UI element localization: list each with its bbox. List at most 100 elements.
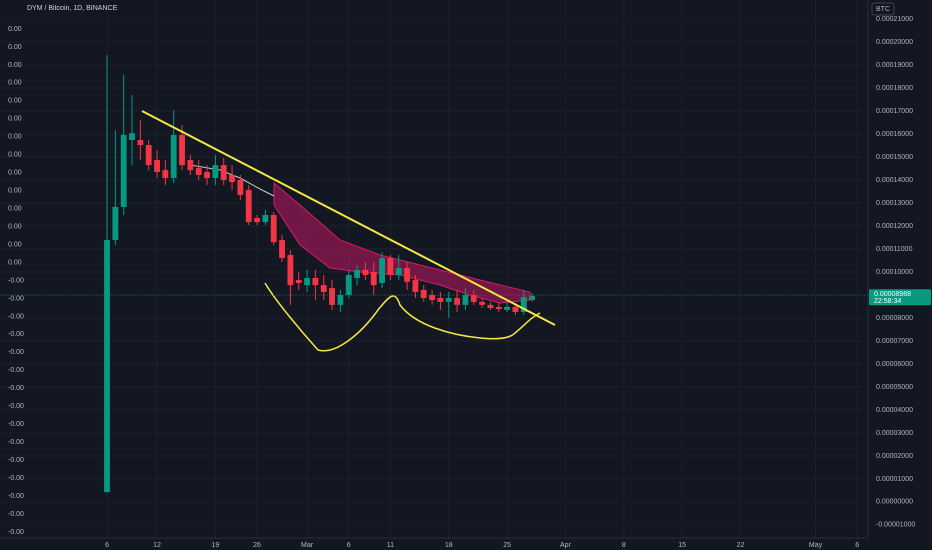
y-tick-label: 0.00008000 xyxy=(876,315,913,322)
y-tick-label: 0.00002000 xyxy=(876,453,913,460)
candle-body xyxy=(179,134,185,166)
candle-body xyxy=(312,277,319,286)
candle-body xyxy=(412,280,419,292)
candle-body xyxy=(304,277,310,286)
x-tick-label: 6 xyxy=(105,542,109,549)
left-scale-label: 0.00 xyxy=(8,98,22,105)
x-tick-label: 25 xyxy=(503,542,511,549)
y-tick-label: 0.00021000 xyxy=(876,16,913,23)
candle-body xyxy=(187,160,194,171)
x-tick-label: 26 xyxy=(253,542,261,549)
candle-body xyxy=(270,214,277,243)
candle-body xyxy=(120,134,127,207)
left-scale-label: 0.00 xyxy=(8,188,22,195)
y-tick-label: 0.00012000 xyxy=(876,223,913,230)
currency-box xyxy=(871,2,895,16)
y-tick-label: 0.00020000 xyxy=(876,39,913,46)
candle-body xyxy=(387,257,394,275)
candle-body xyxy=(504,306,511,310)
left-scale-label: 0.00 xyxy=(8,259,22,266)
trend-line-drawing xyxy=(141,110,556,326)
y-tick-label: 0.00003000 xyxy=(876,430,913,437)
left-scale-label: 0.00 xyxy=(8,223,22,230)
candle-body xyxy=(104,240,110,493)
candle-body xyxy=(345,274,352,295)
candle-body xyxy=(220,165,227,181)
left-scale-label: -0.00 xyxy=(8,439,24,446)
candle-body xyxy=(170,134,177,178)
x-tick-label: 12 xyxy=(153,542,161,549)
x-tick-label: 8 xyxy=(622,542,626,549)
last-price-label: 0.00008988 xyxy=(874,291,911,298)
left-scale-label: -0.00 xyxy=(8,421,24,428)
candle-body xyxy=(145,145,152,166)
x-tick-label: 15 xyxy=(678,542,686,549)
candle-body xyxy=(112,206,119,241)
candle-body xyxy=(437,297,444,302)
candle-body xyxy=(462,294,469,305)
left-scale-label: -0.00 xyxy=(8,385,24,392)
y-tick-label: 0.00018000 xyxy=(876,85,913,92)
curve-drawing xyxy=(264,282,541,352)
candle-body xyxy=(429,294,436,301)
left-scale-label: 0.00 xyxy=(8,62,22,69)
left-scale-label: -0.00 xyxy=(8,277,24,284)
candle-body xyxy=(262,214,269,223)
left-scale-label: -0.00 xyxy=(8,403,24,410)
candle-body xyxy=(520,297,527,312)
candle-body xyxy=(370,271,377,286)
left-scale-label: -0.00 xyxy=(8,367,24,374)
x-tick-label: 6 xyxy=(855,542,859,549)
x-tick-label: 19 xyxy=(211,542,219,549)
candle-body xyxy=(129,133,135,141)
left-scale-label: 0.00 xyxy=(8,116,22,123)
y-tick-label: 0.00000000 xyxy=(876,499,913,506)
candle-body xyxy=(329,288,335,305)
x-tick-label: Mar xyxy=(301,542,314,549)
last-price-box xyxy=(869,289,931,306)
candle-body xyxy=(379,257,385,284)
y-tick-label: 0.00006000 xyxy=(876,361,913,368)
y-tick-label: 0.00007000 xyxy=(876,338,913,345)
y-tick-label: 0.00017000 xyxy=(876,108,913,115)
y-tick-label: -0.00001000 xyxy=(876,522,915,529)
left-scale-label: 0.00 xyxy=(8,241,22,248)
left-scale-label: -0.00 xyxy=(8,457,24,464)
x-tick-label: 22 xyxy=(737,542,745,549)
x-tick-label: 11 xyxy=(387,542,394,549)
candle-body xyxy=(245,189,252,223)
cloud-band xyxy=(273,181,531,304)
candle-body xyxy=(337,294,344,305)
y-tick-label: 0.00019000 xyxy=(876,62,913,69)
chart-title: DYM / Bitcoin, 1D, BINANCE xyxy=(27,5,118,12)
candle-body xyxy=(287,254,294,286)
candle-body xyxy=(154,160,160,172)
candle-body xyxy=(445,297,452,302)
candle-body xyxy=(212,165,219,178)
x-tick-label: May xyxy=(809,542,823,549)
candle-body xyxy=(254,217,260,223)
candle-body xyxy=(487,304,494,309)
left-scale-label: -0.00 xyxy=(8,493,24,500)
left-scale-label: -0.00 xyxy=(8,511,24,518)
left-scale-label: -0.00 xyxy=(8,475,24,482)
y-tick-label: 0.00005000 xyxy=(876,384,913,391)
y-tick-label: 0.00010000 xyxy=(876,269,913,276)
y-tick-label: 0.00015000 xyxy=(876,154,913,161)
candle-body xyxy=(320,285,327,292)
left-scale-label: 0.00 xyxy=(8,44,22,51)
left-scale-label: 0.00 xyxy=(8,205,22,212)
y-tick-label: 0.00001000 xyxy=(876,476,913,483)
left-scale-label: 0.00 xyxy=(8,134,22,141)
countdown: 22:58:34 xyxy=(874,298,901,305)
left-scale-label: 0.00 xyxy=(8,26,22,33)
candle-body xyxy=(420,289,427,298)
candle-body xyxy=(529,295,536,301)
left-scale-label: 0.00 xyxy=(8,80,22,87)
candle-body xyxy=(195,168,202,175)
candle-body xyxy=(229,174,235,183)
candles xyxy=(104,55,536,493)
candle-body xyxy=(470,294,477,302)
candle-body xyxy=(454,297,461,305)
